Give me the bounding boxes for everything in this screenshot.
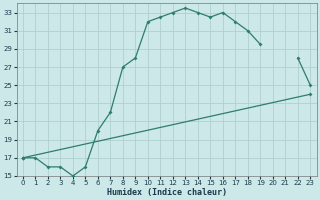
X-axis label: Humidex (Indice chaleur): Humidex (Indice chaleur) [107, 188, 227, 197]
